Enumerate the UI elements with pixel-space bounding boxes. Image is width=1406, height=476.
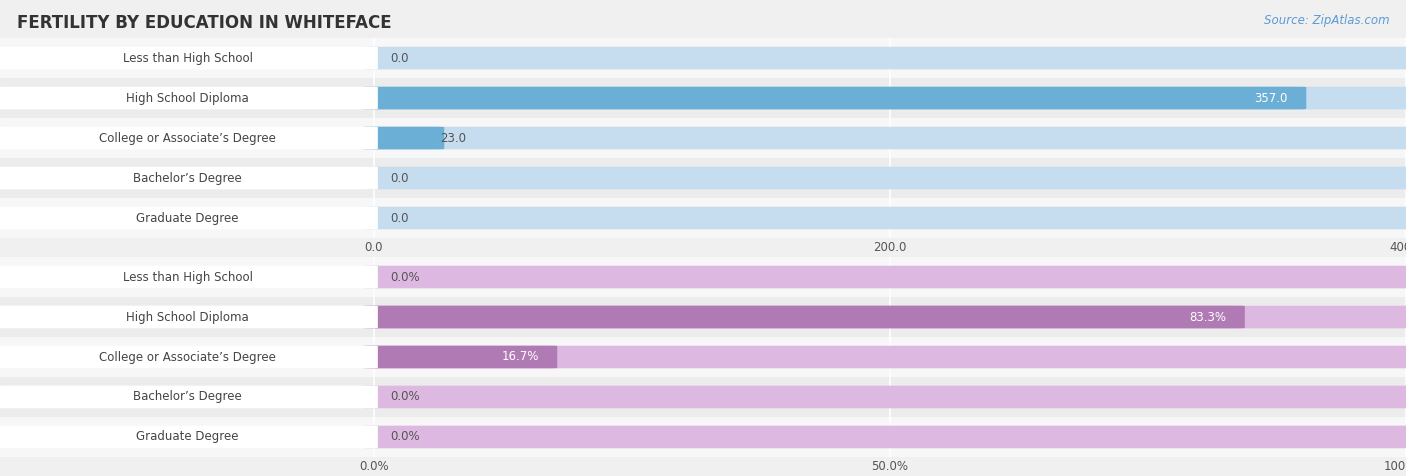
Text: College or Associate’s Degree: College or Associate’s Degree: [98, 350, 276, 364]
FancyBboxPatch shape: [363, 346, 557, 368]
Text: College or Associate’s Degree: College or Associate’s Degree: [98, 131, 276, 145]
FancyBboxPatch shape: [0, 47, 378, 69]
FancyBboxPatch shape: [363, 346, 1406, 368]
FancyBboxPatch shape: [0, 306, 378, 328]
Text: Graduate Degree: Graduate Degree: [136, 211, 239, 225]
FancyBboxPatch shape: [363, 127, 444, 149]
FancyBboxPatch shape: [363, 266, 1406, 288]
Bar: [0, 417, 1406, 457]
Text: 23.0: 23.0: [440, 131, 465, 145]
Bar: [0, 198, 1406, 238]
Bar: [0, 118, 1406, 158]
Text: Bachelor’s Degree: Bachelor’s Degree: [134, 390, 242, 404]
Bar: [0, 257, 1406, 297]
Bar: [0, 297, 1406, 337]
Text: 0.0%: 0.0%: [391, 430, 420, 444]
Text: High School Diploma: High School Diploma: [127, 91, 249, 105]
FancyBboxPatch shape: [0, 87, 378, 109]
Bar: [0, 377, 1406, 417]
FancyBboxPatch shape: [363, 87, 1406, 109]
Text: Less than High School: Less than High School: [122, 270, 253, 284]
Text: 0.0: 0.0: [391, 51, 409, 65]
Text: 16.7%: 16.7%: [502, 350, 538, 364]
Text: Source: ZipAtlas.com: Source: ZipAtlas.com: [1264, 14, 1389, 27]
FancyBboxPatch shape: [363, 87, 1306, 109]
Text: 0.0%: 0.0%: [391, 270, 420, 284]
Text: 357.0: 357.0: [1254, 91, 1288, 105]
Text: FERTILITY BY EDUCATION IN WHITEFACE: FERTILITY BY EDUCATION IN WHITEFACE: [17, 14, 391, 32]
Text: 0.0%: 0.0%: [391, 390, 420, 404]
FancyBboxPatch shape: [363, 167, 1406, 189]
FancyBboxPatch shape: [363, 207, 1406, 229]
FancyBboxPatch shape: [0, 426, 378, 448]
FancyBboxPatch shape: [0, 346, 378, 368]
FancyBboxPatch shape: [363, 426, 1406, 448]
FancyBboxPatch shape: [363, 47, 1406, 69]
FancyBboxPatch shape: [363, 306, 1244, 328]
Text: Less than High School: Less than High School: [122, 51, 253, 65]
Bar: [0, 337, 1406, 377]
FancyBboxPatch shape: [0, 386, 378, 408]
Text: High School Diploma: High School Diploma: [127, 310, 249, 324]
FancyBboxPatch shape: [363, 127, 1406, 149]
Bar: [0, 38, 1406, 78]
Text: 83.3%: 83.3%: [1189, 310, 1226, 324]
FancyBboxPatch shape: [0, 167, 378, 189]
FancyBboxPatch shape: [0, 127, 378, 149]
Bar: [0, 158, 1406, 198]
FancyBboxPatch shape: [0, 207, 378, 229]
Text: 0.0: 0.0: [391, 211, 409, 225]
FancyBboxPatch shape: [0, 266, 378, 288]
Text: 0.0: 0.0: [391, 171, 409, 185]
Text: Graduate Degree: Graduate Degree: [136, 430, 239, 444]
Text: Bachelor’s Degree: Bachelor’s Degree: [134, 171, 242, 185]
FancyBboxPatch shape: [363, 386, 1406, 408]
FancyBboxPatch shape: [363, 306, 1406, 328]
Bar: [0, 78, 1406, 118]
